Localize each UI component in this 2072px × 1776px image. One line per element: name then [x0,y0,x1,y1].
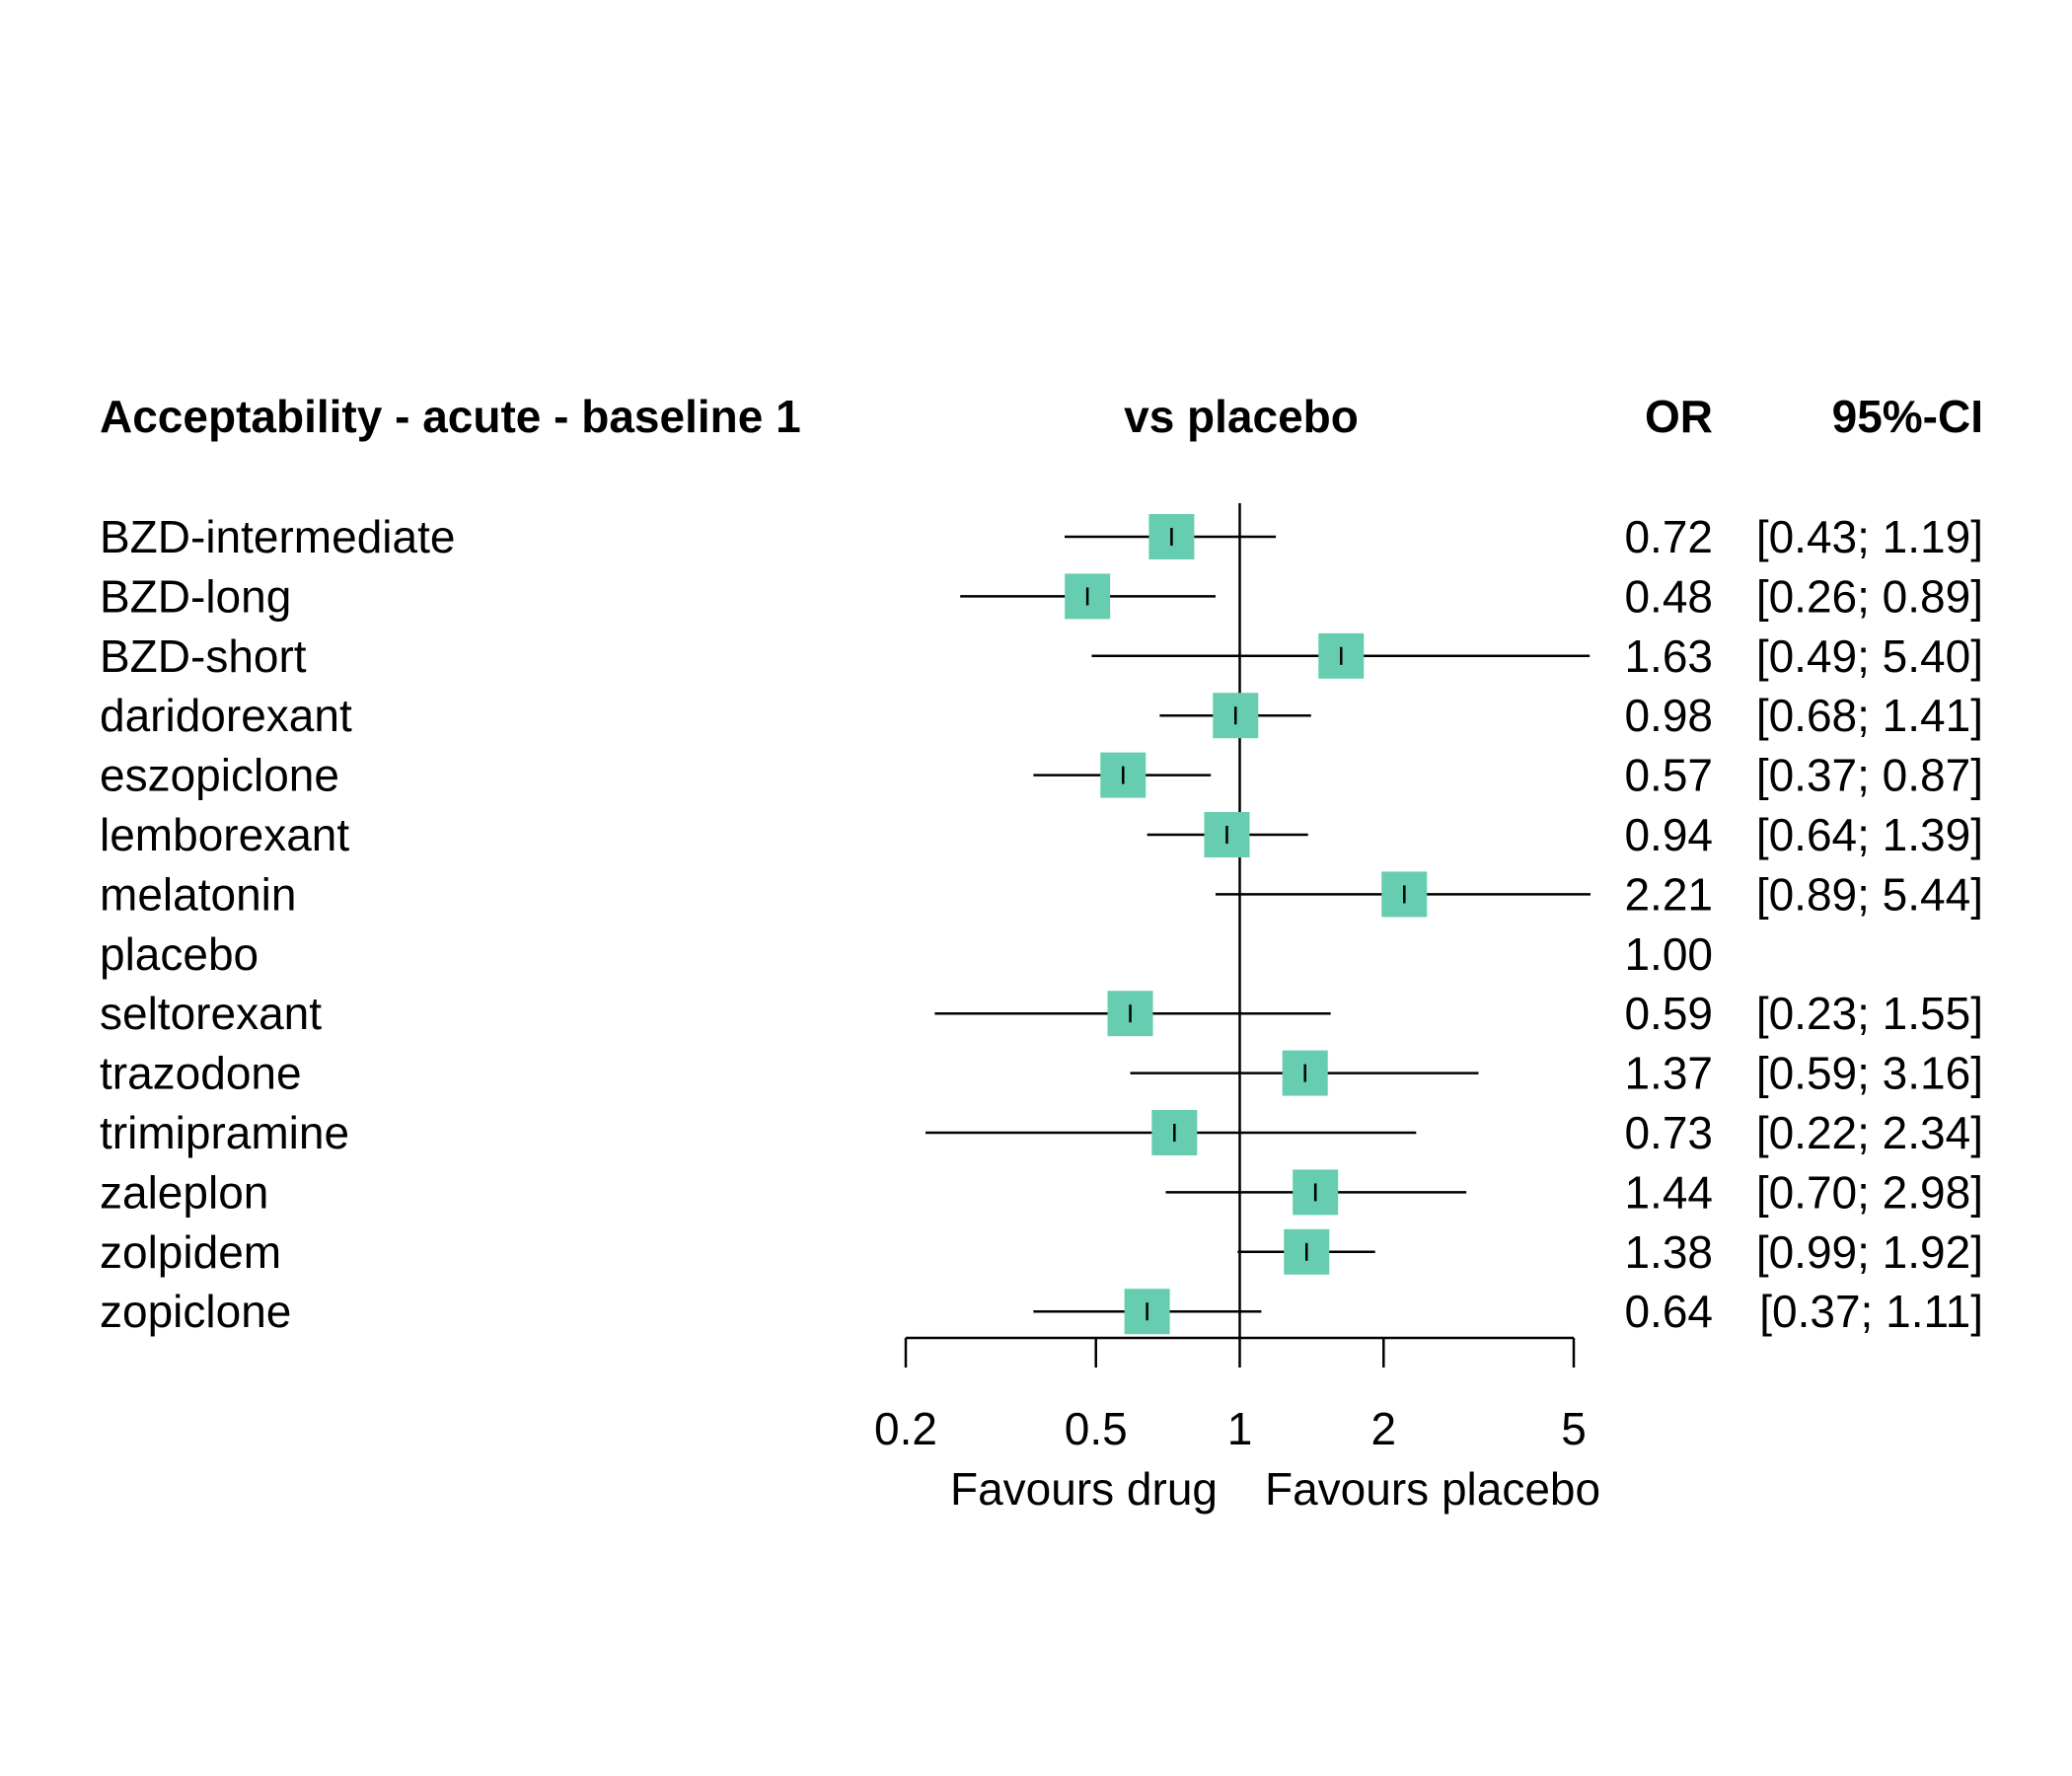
row-label: seltorexant [100,988,322,1039]
row-label: melatonin [100,868,296,920]
forest-row: zaleplon 1.44 [0.70; 2.98] [100,1166,1983,1218]
ci-value: [0.64; 1.39] [1756,809,1983,860]
or-value: 0.59 [1624,988,1713,1039]
or-value: 0.48 [1624,570,1713,622]
forest-row: zopiclone 0.64 [0.37; 1.11] [100,1286,1983,1337]
forest-row: trazodone 1.37 [0.59; 3.16] [100,1048,1983,1099]
row-label: lemborexant [100,809,349,860]
comparison-header: vs placebo [1124,391,1359,442]
ci-value: [0.99; 1.92] [1756,1226,1983,1278]
row-label: daridorexant [100,690,352,741]
forest-row: BZD-short 1.63 [0.49; 5.40] [100,630,1983,682]
or-value: 0.64 [1624,1286,1713,1337]
forest-row: BZD-long 0.48 [0.26; 0.89] [100,570,1983,622]
row-label: zolpidem [100,1226,281,1278]
forest-row: zolpidem 1.38 [0.99; 1.92] [100,1226,1983,1278]
ci-column-header: 95%-CI [1832,391,1983,442]
or-value: 0.72 [1624,511,1713,562]
forest-row: eszopiclone 0.57 [0.37; 0.87] [100,750,1983,801]
row-label: BZD-long [100,570,291,622]
ci-value: [0.37; 0.87] [1756,750,1983,801]
ci-value: [0.23; 1.55] [1756,988,1983,1039]
or-value: 1.38 [1624,1226,1713,1278]
header-row: Acceptability - acute - baseline 1 vs pl… [100,391,1983,442]
or-value: 0.98 [1624,690,1713,741]
ci-value: [0.22; 2.34] [1756,1107,1983,1158]
forest-row: daridorexant 0.98 [0.68; 1.41] [100,690,1983,741]
or-value: 0.57 [1624,750,1713,801]
forest-row: BZD-intermediate 0.72 [0.43; 1.19] [100,511,1983,562]
ci-value: [0.37; 1.11] [1759,1286,1983,1337]
plot-title: Acceptability - acute - baseline 1 [100,391,801,442]
row-label: zopiclone [100,1286,291,1337]
row-label: trimipramine [100,1107,349,1158]
ci-value: [0.89; 5.44] [1756,868,1983,920]
row-label: trazodone [100,1048,302,1099]
ci-value: [0.26; 0.89] [1756,570,1983,622]
forest-row: trimipramine 0.73 [0.22; 2.34] [100,1107,1983,1158]
axis-tick-label: 2 [1370,1403,1396,1454]
row-label: placebo [100,928,259,980]
x-axis: 0.2 0.5 1 2 5 [874,1336,1587,1454]
or-value: 1.00 [1624,928,1713,980]
ci-value: [0.49; 5.40] [1756,630,1983,682]
or-value: 0.94 [1624,809,1713,860]
forest-rows: BZD-intermediate 0.72 [0.43; 1.19] BZD-long… [100,511,1983,1337]
forest-row: lemborexant 0.94 [0.64; 1.39] [100,809,1983,860]
forest-row: seltorexant 0.59 [0.23; 1.55] [100,988,1983,1039]
ci-value: [0.70; 2.98] [1756,1166,1983,1218]
or-value: 1.63 [1624,630,1713,682]
row-label: BZD-intermediate [100,511,455,562]
favours-labels: Favours drug Favours placebo [950,1463,1600,1515]
axis-tick-label: 5 [1561,1403,1587,1454]
forest-row: placebo 1.00 [100,928,1713,980]
forest-row: melatonin 2.21 [0.89; 5.44] [100,868,1983,920]
favours-drug-label: Favours drug [950,1463,1218,1515]
axis-tick-label: 0.5 [1065,1403,1128,1454]
row-label: eszopiclone [100,750,339,801]
ci-value: [0.43; 1.19] [1756,511,1983,562]
or-column-header: OR [1645,391,1713,442]
or-value: 1.37 [1624,1048,1713,1099]
ci-value: [0.59; 3.16] [1756,1048,1983,1099]
row-label: zaleplon [100,1166,268,1218]
ci-value: [0.68; 1.41] [1756,690,1983,741]
favours-placebo-label: Favours placebo [1265,1463,1600,1515]
or-value: 2.21 [1624,868,1713,920]
or-value: 1.44 [1624,1166,1713,1218]
or-value: 0.73 [1624,1107,1713,1158]
axis-tick-label: 0.2 [874,1403,937,1454]
row-label: BZD-short [100,630,307,682]
axis-tick-label: 1 [1227,1403,1253,1454]
